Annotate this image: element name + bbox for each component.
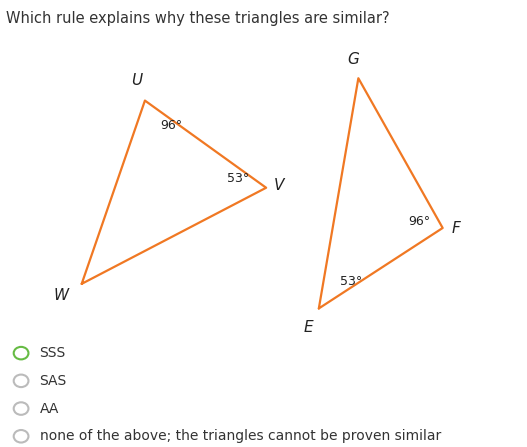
Text: 96°: 96° xyxy=(161,118,183,132)
Text: SAS: SAS xyxy=(40,374,67,388)
Text: AA: AA xyxy=(40,401,59,416)
Text: 53°: 53° xyxy=(340,275,362,288)
Text: V: V xyxy=(274,178,285,193)
Text: W: W xyxy=(53,287,68,303)
Text: Which rule explains why these triangles are similar?: Which rule explains why these triangles … xyxy=(6,11,390,26)
Text: 96°: 96° xyxy=(408,215,431,228)
Text: G: G xyxy=(347,51,359,67)
Text: none of the above; the triangles cannot be proven similar: none of the above; the triangles cannot … xyxy=(40,429,441,443)
Text: U: U xyxy=(131,73,143,88)
Text: E: E xyxy=(304,320,313,335)
Text: F: F xyxy=(452,221,460,236)
Text: 53°: 53° xyxy=(227,172,249,186)
Text: SSS: SSS xyxy=(40,346,66,360)
